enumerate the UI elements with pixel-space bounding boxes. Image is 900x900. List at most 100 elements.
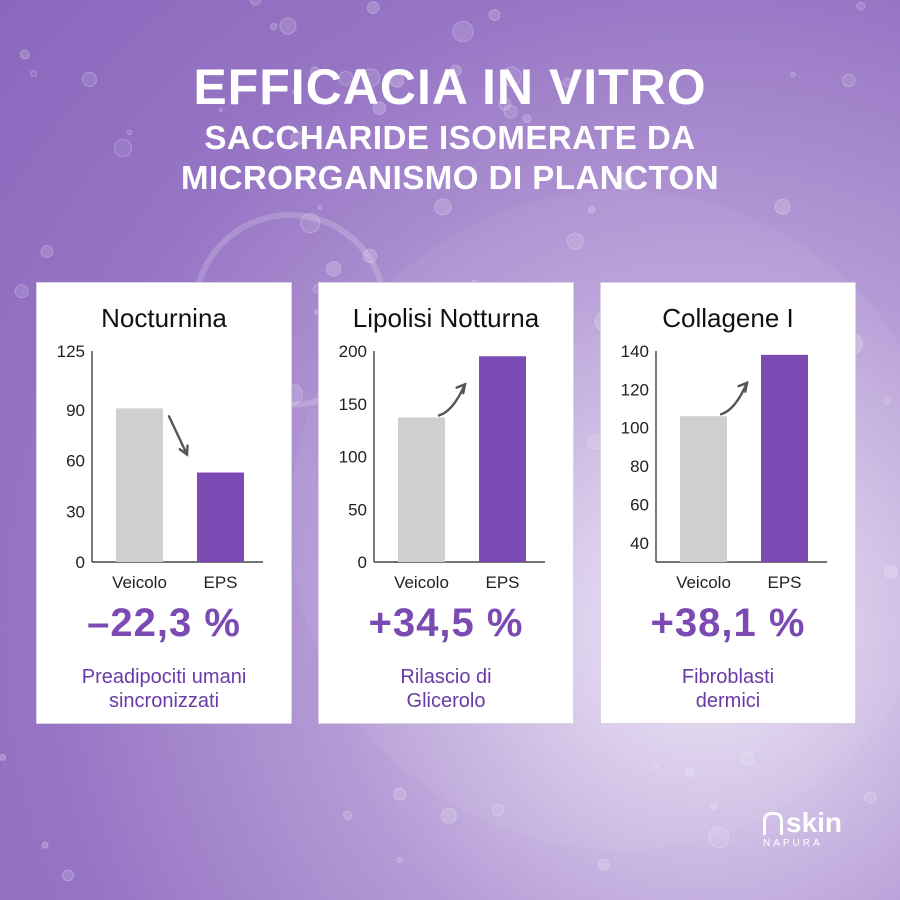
y-tick-label: 0 [76,553,85,572]
bubble [685,768,695,777]
description-line-2: Glicerolo [406,690,486,712]
bubble [740,752,755,766]
chart-description: Preadipociti umani sincronizzati [37,665,291,713]
bubble [41,841,49,849]
bubble [19,49,30,60]
bubble [790,71,796,78]
bubble [309,66,321,77]
bubble [362,248,378,264]
bubble [317,204,323,210]
bubble [292,88,299,95]
bubble [588,205,596,214]
description-line-1: Preadipociti umani [81,666,247,688]
y-tick-label: 30 [66,502,85,521]
bubble [249,0,262,6]
bubble [614,172,633,191]
bubble [774,198,791,215]
bar-eps [761,354,808,562]
description-line-1: Fibroblasti [681,666,775,688]
bubble [884,564,898,579]
y-tick-label: 120 [621,380,649,399]
percent-change: +38,1 % [650,601,806,645]
bubble [708,826,730,849]
bubble [372,101,387,116]
chart-card-nocturnina: Nocturnina 0 30 60 90 125 Veicolo EPS –22,3 % … [36,282,292,724]
trend-up-arrow-icon [437,382,467,417]
bubble [449,64,462,77]
bubble [279,17,297,35]
y-tick-label: 60 [630,495,649,514]
y-tick-label: 60 [66,452,85,471]
bubble [366,1,380,14]
bar-veicolo [680,416,727,562]
y-tick-label: 90 [66,401,85,420]
y-tick-label: 50 [348,500,367,519]
chart-description: Fibroblasti dermici [601,665,855,713]
chart-card-collagene-i: Collagene I 40 60 80 100 120 140 Veicolo EPS +3… [600,282,856,724]
y-tick-label: 100 [621,419,649,438]
x-tick-label: EPS [203,573,237,592]
bar-chart: 40 60 80 100 120 140 Veicolo EPS [621,343,827,592]
description-line-2: dermici [695,690,761,712]
percent-change: +34,5 % [368,601,524,645]
bubble [290,131,305,146]
trend-up-arrow-icon [719,380,749,416]
bubble [597,858,610,871]
x-tick-label: EPS [767,573,801,592]
bubble [434,198,452,216]
bubble [0,753,7,761]
bubble [652,762,659,770]
y-tick-label: 100 [339,448,367,467]
chart-title: Lipolisi Notturna [352,303,540,333]
bar-eps [479,356,526,562]
description-line-1: Rilascio di [400,666,492,688]
bubble [498,97,512,111]
bubble [325,261,342,277]
subtitle-line-1: SACCHARIDE ISOMERATE DA [204,119,696,156]
bubble [389,73,405,88]
page-title: EFFICACIA IN VITRO [193,59,707,115]
description-line-2: sincronizzati [108,690,220,712]
bubble [361,68,381,87]
bubble [503,104,518,119]
chart-description: Rilascio di Glicerolo [319,665,573,713]
bubble [218,107,223,112]
bubble [342,810,353,821]
x-tick-label: Veicolo [112,573,167,592]
bubble [81,71,98,88]
percent-change: –22,3 % [87,601,241,645]
x-tick-label: Veicolo [676,573,731,592]
bubble [40,245,54,259]
chart-card-lipolisi-notturna: Lipolisi Notturna 0 50 100 150 200 Veicolo EPS… [318,282,574,724]
bar-chart: 0 30 60 90 125 Veicolo EPS [57,343,263,592]
bubble [566,232,584,250]
logo-text: skin [763,808,842,838]
bubble [30,70,38,78]
bar-eps [197,472,244,562]
bubble [338,70,354,86]
y-tick-label: 40 [630,534,649,553]
brand-logo: skin NAPURA [763,808,842,850]
bubble [856,1,866,11]
bubble [126,129,133,136]
y-tick-label: 140 [621,343,649,361]
y-tick-label: 200 [339,343,367,361]
bubble [710,803,718,810]
bubble [61,869,74,882]
bar-veicolo [398,417,445,562]
bubble [440,807,457,824]
subtitle-line-2: MICRORGANISMO DI PLANCTON [180,159,720,196]
bubble [864,791,877,804]
chart-title: Collagene I [662,303,794,333]
chart-title: Nocturnina [101,303,227,333]
bubble [522,114,532,124]
bubble [269,22,278,31]
bubble [501,66,522,87]
page-subtitle: SACCHARIDE ISOMERATE DA MICRORGANISMO DI… [0,118,900,198]
bubble [883,397,891,405]
y-tick-label: 80 [630,457,649,476]
y-tick-label: 125 [57,343,85,361]
bubble [300,213,321,234]
y-tick-label: 0 [358,553,367,572]
bar-chart: 0 50 100 150 200 Veicolo EPS [339,343,545,592]
